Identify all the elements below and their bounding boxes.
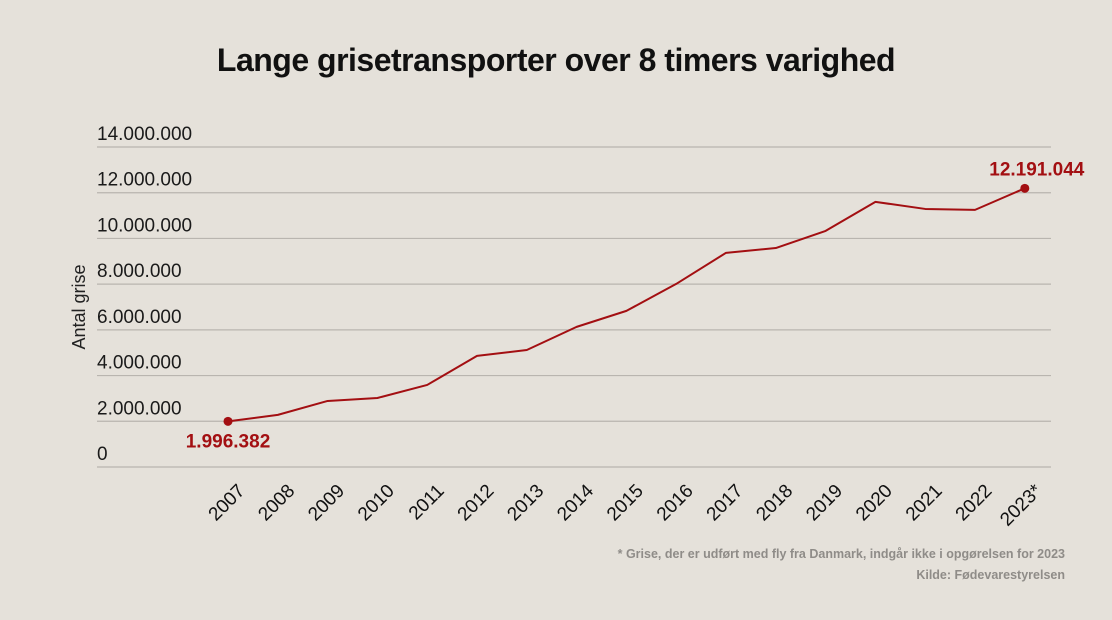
y-tick-labels: 0 2.000.000 4.000.000 6.000.000 8.000.000 10.…: [97, 124, 192, 465]
chart-title: Lange grisetransporter over 8 timers var…: [216, 42, 896, 78]
gridlines: [97, 146, 1051, 468]
x-tick-label: 2018: [752, 481, 797, 526]
source-note: Kilde: Fødevarestyrelsen: [916, 568, 1065, 582]
x-tick-label: 2022: [952, 481, 997, 526]
x-tick-label: 2019: [802, 481, 847, 526]
x-tick-label: 2015: [603, 481, 648, 526]
y-tick-label: 12.000.000: [97, 170, 192, 191]
y-axis-label: Antal grise: [69, 264, 89, 349]
y-tick-label: 6.000.000: [97, 307, 182, 328]
y-tick-label: 14.000.000: [97, 124, 192, 145]
x-tick-labels: 2007 2008 2009 2010 2011 2012 2013 2014 2015 2016…: [205, 480, 1047, 530]
x-tick-label: 2016: [653, 481, 698, 526]
y-tick-label: 8.000.000: [97, 261, 182, 282]
y-tick-label: 2.000.000: [97, 398, 182, 419]
x-tick-label: 2021: [902, 481, 947, 526]
x-tick-label: 2023*: [996, 480, 1046, 530]
data-point: [1020, 183, 1030, 193]
x-tick-label: 2007: [205, 481, 250, 526]
x-tick-label: 2009: [304, 481, 349, 526]
data-label: 1.996.382: [186, 431, 271, 452]
x-tick-label: 2017: [703, 481, 748, 526]
x-tick-label: 2011: [405, 481, 449, 525]
x-tick-label: 2020: [852, 481, 897, 526]
x-tick-label: 2013: [503, 481, 548, 526]
y-tick-label: 0: [97, 444, 108, 465]
x-tick-label: 2008: [254, 481, 299, 526]
x-tick-label: 2012: [454, 481, 499, 526]
y-tick-label: 4.000.000: [97, 353, 182, 374]
y-tick-label: 10.000.000: [97, 215, 192, 236]
series-group: [223, 183, 1030, 426]
x-tick-label: 2010: [354, 481, 399, 526]
footnote: * Grise, der er udført med fly fra Danma…: [617, 547, 1065, 561]
annotations: 1.996.382 12.191.044: [186, 159, 1085, 452]
x-tick-label: 2014: [553, 480, 598, 525]
series-line: [227, 187, 1026, 423]
data-label: 12.191.044: [989, 159, 1085, 180]
data-point: [223, 416, 233, 426]
